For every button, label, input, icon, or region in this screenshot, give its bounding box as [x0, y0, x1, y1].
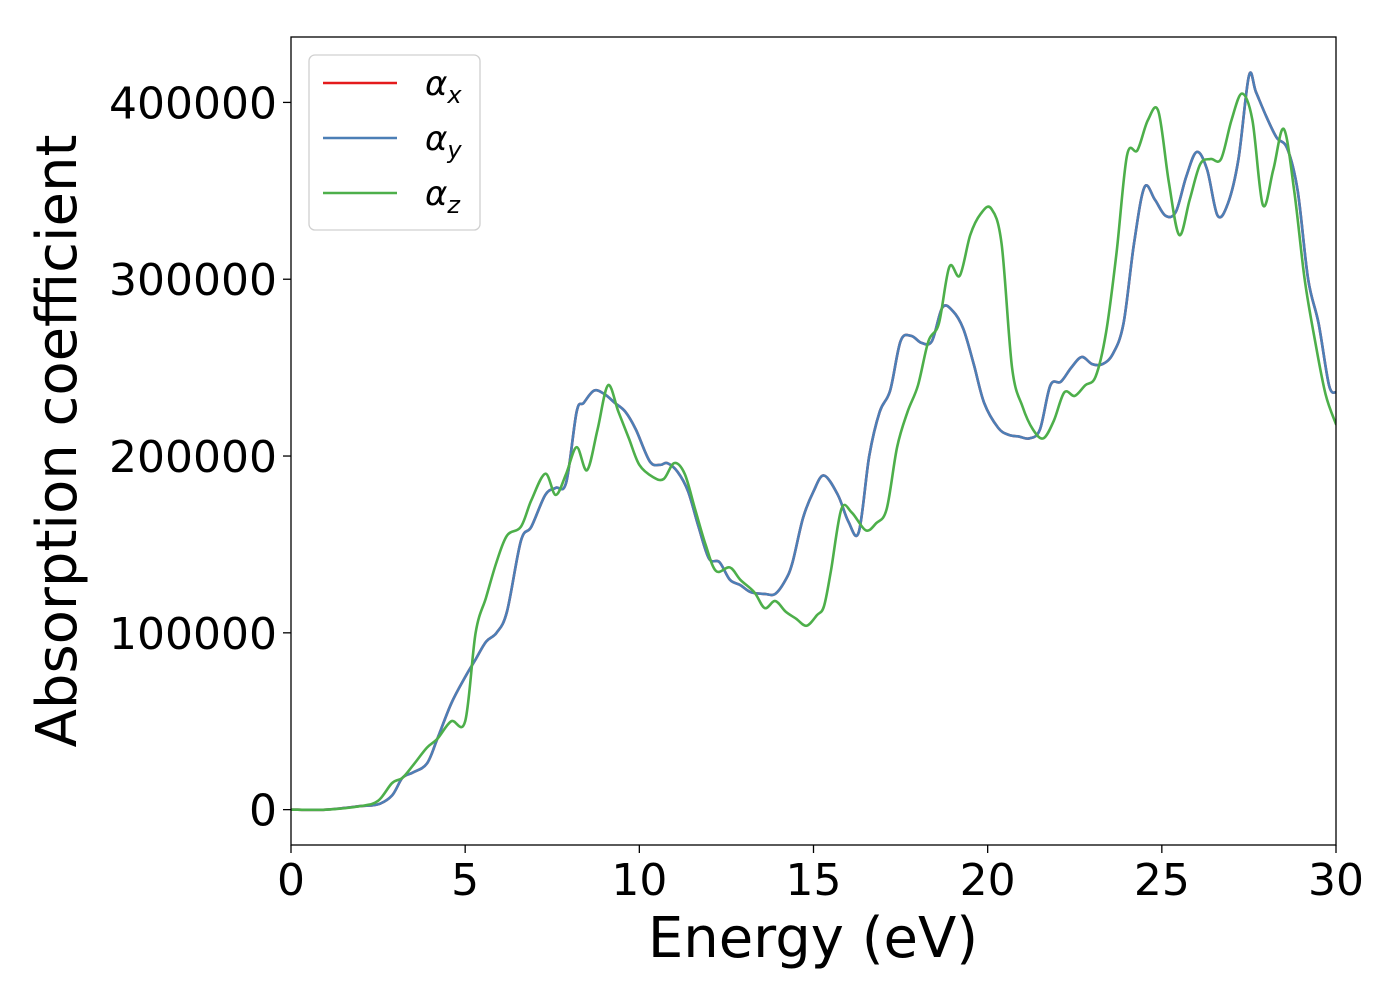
x-axis: 0 5 10 15 20 25 30 [277, 845, 1364, 906]
legend: αx αy αz [308, 54, 481, 231]
x-tick-label: 0 [277, 855, 305, 906]
x-tick-label: 5 [451, 855, 479, 906]
x-tick-label: 20 [960, 855, 1016, 906]
x-tick-label: 30 [1308, 855, 1364, 906]
y-tick-label: 200000 [109, 432, 277, 483]
series-line-y [291, 71, 1336, 812]
legend-box [308, 54, 481, 231]
x-tick-label: 10 [611, 855, 667, 906]
y-tick-label: 300000 [109, 255, 277, 306]
legend-label-x: αx [425, 64, 462, 109]
y-tick-label: 100000 [109, 609, 277, 660]
y-axis: 0 100000 200000 300000 400000 [109, 78, 291, 837]
y-tick-label: 400000 [109, 78, 277, 129]
series-layer [291, 71, 1336, 812]
y-axis-title: Absorption coefficient [25, 135, 90, 748]
x-tick-label: 25 [1134, 855, 1190, 906]
x-axis-title: Energy (eV) [648, 906, 978, 971]
legend-label-y: αy [425, 119, 462, 164]
legend-label-z: αz [425, 174, 461, 219]
y-tick-label: 0 [249, 786, 277, 837]
series-line-z [291, 92, 1336, 812]
x-tick-label: 15 [786, 855, 842, 906]
